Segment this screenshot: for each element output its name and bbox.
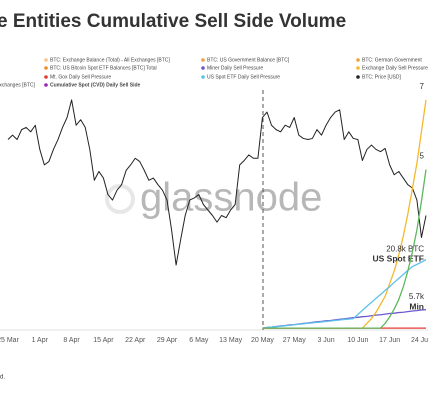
x-tick-label: 24 Jun: [411, 337, 428, 344]
x-tick-label: 17 Jun: [379, 337, 400, 344]
x-tick-label: 13 May: [219, 337, 242, 344]
x-tick-label: 1 Apr: [32, 337, 49, 344]
legend-marker: [44, 66, 48, 70]
legend-entry: US Spot ETF Daily Sell Pressure: [207, 74, 280, 80]
legend-marker: [44, 83, 48, 87]
watermark-text: glassnode: [140, 176, 322, 220]
legend-marker: [356, 75, 360, 79]
series-label: Min: [409, 301, 424, 311]
x-tick-label: 22 Apr: [125, 337, 146, 344]
legend-marker: [44, 75, 48, 79]
legend-marker: [201, 66, 205, 70]
x-tick-label: 27 May: [283, 337, 306, 344]
legend-entry: BTC: US Bitcoin Spot ETF Balances [BTC] …: [50, 65, 157, 71]
series-label: US Spot ETF: [373, 253, 424, 263]
legend-entry: BTC: Exchange Balance (Total) - All Exch…: [50, 57, 170, 63]
watermark: glassnode: [105, 176, 322, 220]
x-tick-label: 29 Apr: [157, 337, 178, 344]
legend-marker: [356, 58, 360, 62]
legend-marker: [356, 66, 360, 70]
legend-entry: Cumulative Spot (CVD) Daily Sell Side: [50, 82, 141, 88]
legend-entry: Exchanges [BTC]: [0, 82, 36, 88]
legend-marker: [201, 58, 205, 62]
x-tick-label: 10 Jun: [347, 337, 368, 344]
legend-entry: Exchange Daily Sell Pressure: [362, 65, 428, 71]
value-label: 20.8k BTC: [386, 244, 424, 253]
footnote: d.: [0, 375, 5, 381]
legend-entry: BTC: German Government: [362, 57, 422, 63]
series-line: [262, 259, 427, 329]
legend-marker: [201, 75, 205, 79]
series-line: [7, 99, 427, 266]
legend-entry: Miner Daily Sell Pressure: [207, 65, 263, 71]
value-label: 5.7k: [409, 292, 425, 301]
legend-entry: Mt. Gox Daily Sell Pressure: [50, 74, 111, 80]
x-tick-label: 25 Mar: [0, 337, 20, 344]
x-tick-label: 15 Apr: [93, 337, 114, 344]
x-tick-label: 3 Jun: [317, 337, 334, 344]
legend-entry: BTC: US Government Balance [BTC]: [207, 57, 290, 63]
value-label: 7: [420, 82, 425, 91]
value-label: 5: [420, 152, 425, 161]
legend-marker: [44, 58, 48, 62]
x-tick-label: 20 May: [251, 337, 274, 344]
chart-title: e Entities Cumulative Sell Side Volume: [0, 11, 346, 32]
series-line: [262, 169, 427, 329]
x-tick-label: 8 Apr: [63, 337, 80, 344]
legend-entry: BTC: Price [USD]: [362, 74, 402, 80]
x-tick-label: 6 May: [189, 337, 209, 344]
